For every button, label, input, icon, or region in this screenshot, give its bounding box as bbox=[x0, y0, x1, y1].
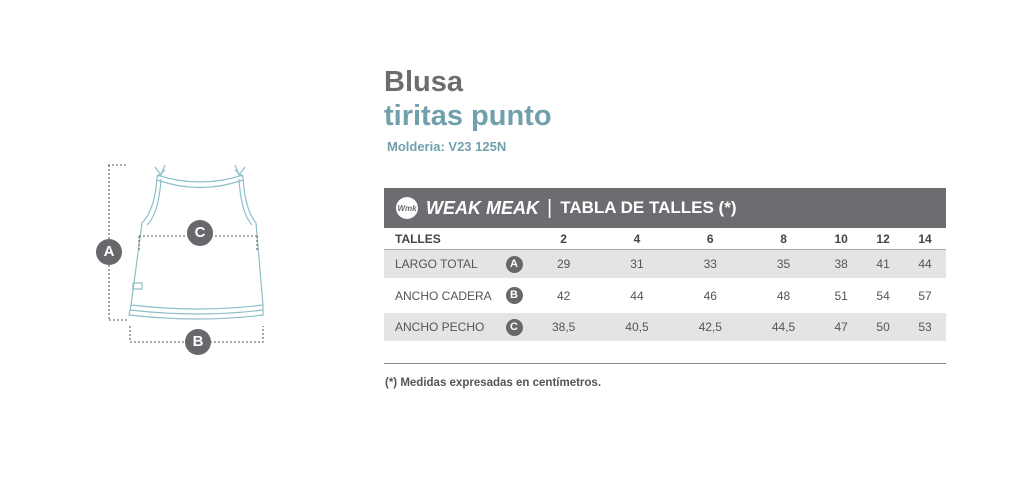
badge-a-icon: A bbox=[505, 255, 523, 273]
cell: 44 bbox=[630, 288, 644, 303]
table-header-bar: Wmk WEAK MEAK | TABLA DE TALLES (*) bbox=[384, 188, 946, 228]
table-title: TABLA DE TALLES (*) bbox=[560, 198, 737, 217]
cell: 38,5 bbox=[527, 313, 601, 341]
row-label: ANCHO CADERA bbox=[395, 288, 492, 303]
row-label: ANCHO PECHO bbox=[384, 313, 501, 341]
cell: 50 bbox=[862, 313, 905, 341]
product-subtitle: tiritas punto bbox=[384, 100, 552, 132]
brand-name: WEAK MEAK bbox=[426, 197, 539, 218]
badge-c-icon: C bbox=[505, 318, 523, 336]
cell: 29 bbox=[527, 249, 601, 278]
badge-b-icon: B bbox=[185, 329, 211, 355]
cell: 54 bbox=[876, 288, 890, 303]
product-title: Blusa bbox=[384, 66, 463, 98]
brand-logo-icon: Wmk bbox=[396, 197, 418, 219]
column-header: 2 bbox=[527, 229, 601, 250]
blouse-outline bbox=[128, 164, 264, 320]
cell: 51 bbox=[834, 288, 848, 303]
table-row: LARGO TOTAL A 29 31 33 35 38 41 44 bbox=[384, 249, 946, 278]
cell: 38 bbox=[820, 249, 863, 278]
table-header-row: TALLES 2 4 6 8 10 12 14 bbox=[384, 229, 946, 250]
size-table: TALLES 2 4 6 8 10 12 14 LARGO TOTAL A 29… bbox=[384, 229, 946, 341]
cell: 48 bbox=[776, 288, 791, 303]
badge-c-icon: C bbox=[187, 220, 213, 246]
cell: 44,5 bbox=[746, 313, 821, 341]
cell: 33 bbox=[673, 249, 747, 278]
table-row: ANCHO CADERA B 42 44 46 48 51 54 57 bbox=[384, 278, 946, 313]
cell: 40,5 bbox=[600, 313, 674, 341]
separator: | bbox=[547, 196, 553, 219]
cell: 41 bbox=[862, 249, 905, 278]
footnote: (*) Medidas expresadas en centímetros. bbox=[385, 377, 602, 389]
cell: 46 bbox=[703, 288, 717, 303]
badge-b-icon: B bbox=[505, 287, 523, 304]
cell: 57 bbox=[918, 288, 932, 303]
measure-lines bbox=[108, 164, 264, 343]
garment-diagram bbox=[108, 164, 264, 343]
cell: 47 bbox=[820, 313, 863, 341]
cell: 42 bbox=[556, 288, 571, 303]
column-header bbox=[501, 229, 527, 250]
column-header: 4 bbox=[600, 229, 674, 250]
cell: 31 bbox=[600, 249, 674, 278]
row-label: LARGO TOTAL bbox=[384, 249, 501, 278]
cell: 42,5 bbox=[673, 313, 747, 341]
divider bbox=[384, 363, 946, 364]
cell: 35 bbox=[746, 249, 821, 278]
column-header: TALLES bbox=[384, 229, 501, 250]
column-header: 12 bbox=[862, 229, 905, 250]
cell: 53 bbox=[904, 313, 946, 341]
column-header: 14 bbox=[904, 229, 946, 250]
molderia-code: Molderia: V23 125N bbox=[387, 139, 507, 154]
column-header: 10 bbox=[820, 229, 863, 250]
badge-a-icon: A bbox=[96, 239, 122, 265]
cell: 44 bbox=[904, 249, 946, 278]
table-row: ANCHO PECHO C 38,5 40,5 42,5 44,5 47 50 … bbox=[384, 313, 946, 341]
column-header: 8 bbox=[746, 229, 821, 250]
column-header: 6 bbox=[673, 229, 747, 250]
